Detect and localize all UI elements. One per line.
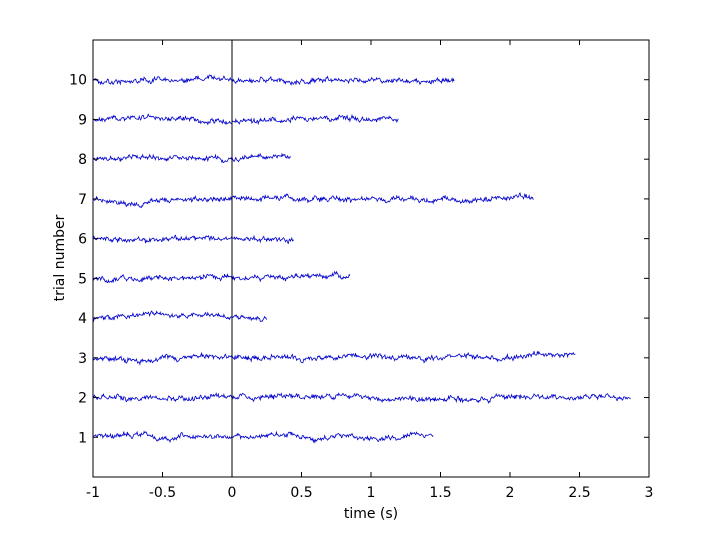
trial-trace-10	[92, 74, 455, 86]
trial-trace-8	[92, 152, 292, 164]
y-axis: 1 2 3 4 5 6 7 8 9 10	[69, 73, 649, 446]
x-axis: -1 -0.5 0 0.5 1 1.5 2 2.5 3	[86, 40, 653, 501]
x-tick-label: 1.5	[429, 485, 451, 501]
x-tick-label: 3	[645, 485, 654, 501]
x-tick-label: 2	[506, 485, 515, 501]
x-tick-label: 2.5	[568, 485, 590, 501]
x-tick-label: -1	[86, 485, 100, 501]
y-axis-title: trial number	[52, 214, 68, 301]
x-tick-label: -0.5	[149, 485, 176, 501]
y-tick-label: 7	[78, 192, 87, 208]
y-tick-label: 6	[78, 232, 87, 248]
trial-trace-1	[92, 430, 434, 444]
trial-trace-4	[92, 310, 267, 323]
y-tick-label: 4	[78, 311, 87, 327]
trial-trace-9	[92, 113, 399, 126]
y-tick-label: 8	[78, 152, 87, 168]
trial-trace-7	[92, 192, 534, 209]
y-tick-label: 1	[78, 430, 87, 446]
trial-trace-3	[92, 350, 576, 366]
x-tick-label: 0.5	[290, 485, 312, 501]
trial-trace-2	[92, 392, 631, 404]
y-tick-label: 10	[69, 73, 87, 89]
y-tick-label: 3	[78, 351, 87, 367]
trial-traces	[92, 74, 631, 444]
y-tick-label: 9	[78, 112, 87, 128]
trial-trace-5	[92, 270, 351, 284]
x-tick-label: 1	[367, 485, 376, 501]
trial-trace-6	[92, 234, 294, 245]
plot-area	[92, 39, 650, 478]
y-tick-label: 2	[78, 391, 87, 407]
x-tick-label: 0	[228, 485, 237, 501]
x-axis-title: time (s)	[344, 506, 398, 522]
y-tick-label: 5	[78, 271, 87, 287]
